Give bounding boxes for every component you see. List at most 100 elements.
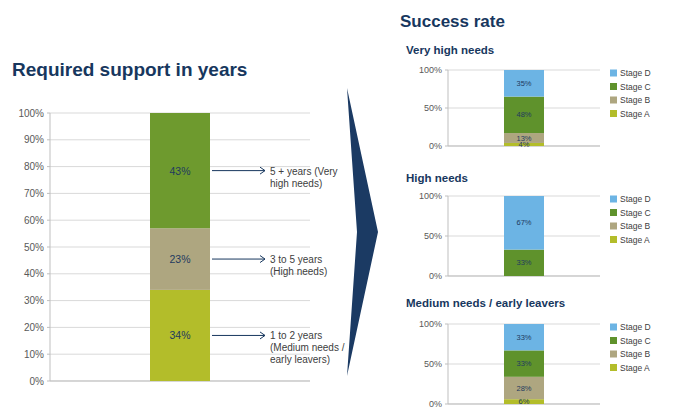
text-line: 3 to 5 years bbox=[270, 254, 322, 265]
chart-title: High needs bbox=[406, 172, 468, 184]
bars bbox=[504, 70, 544, 146]
data-label: 13% bbox=[516, 134, 531, 143]
tick-label: 30% bbox=[24, 295, 44, 306]
legend-swatch bbox=[610, 196, 617, 203]
bar-segment bbox=[504, 196, 544, 250]
data-label: 28% bbox=[516, 384, 531, 393]
y-axis-line bbox=[448, 196, 449, 276]
chart-canvas: Success rate Required support in years 0% 1… bbox=[0, 0, 690, 418]
legend-label: Stage A bbox=[620, 363, 650, 373]
data-label: 48% bbox=[516, 110, 531, 119]
chart-title: Medium needs / early leavers bbox=[406, 297, 565, 309]
data-label: 33% bbox=[516, 333, 531, 342]
data-label: 23% bbox=[169, 253, 190, 265]
data-label: 67% bbox=[516, 218, 531, 227]
tick-label: 0% bbox=[30, 376, 45, 387]
annotation-arrow bbox=[212, 335, 265, 336]
tick-label: 100% bbox=[419, 191, 442, 201]
legend-swatch bbox=[610, 110, 617, 117]
legend-label: Stage C bbox=[620, 82, 651, 92]
tick-label: 20% bbox=[24, 322, 44, 333]
legend-swatch bbox=[610, 209, 617, 216]
tick-label: 80% bbox=[24, 161, 44, 172]
bars bbox=[504, 196, 544, 276]
chart-title: Required support in years bbox=[12, 59, 247, 80]
bar-segment bbox=[504, 70, 544, 97]
tick-label: 50% bbox=[424, 231, 442, 241]
legend-swatch bbox=[610, 70, 617, 77]
chart-1: Very high needs0%50%100%4%13%48%35%Stage… bbox=[406, 44, 651, 151]
legend-label: Stage D bbox=[620, 322, 651, 332]
tick-label: 50% bbox=[424, 103, 442, 113]
text-line: high needs) bbox=[270, 178, 322, 189]
legend-swatch bbox=[610, 351, 617, 358]
legend-swatch bbox=[610, 97, 617, 104]
tick-label: 100% bbox=[419, 319, 442, 329]
text-line: early leavers) bbox=[270, 354, 330, 365]
legend-swatch bbox=[610, 83, 617, 90]
data-label: 6% bbox=[519, 397, 530, 406]
tick-label: 0% bbox=[429, 271, 442, 281]
group-title: Success rate bbox=[400, 12, 505, 31]
tick-label: 0% bbox=[429, 399, 442, 409]
legend-swatch bbox=[610, 324, 617, 331]
annotation-arrow bbox=[212, 170, 265, 171]
legend-label: Stage A bbox=[620, 109, 650, 119]
y-axis-line bbox=[448, 324, 449, 404]
legend-label: Stage A bbox=[620, 235, 650, 245]
chart-0: Required support in years 0% 10% 20% 30% 40% 5… bbox=[12, 59, 345, 387]
tick-label: 100% bbox=[419, 65, 442, 75]
legend-swatch bbox=[610, 364, 617, 371]
legend-label: Stage B bbox=[620, 349, 651, 359]
chart-title: Very high needs bbox=[406, 44, 494, 56]
legend-label: Stage C bbox=[620, 208, 651, 218]
legend-label: Stage D bbox=[620, 194, 651, 204]
y-axis-line bbox=[50, 113, 51, 381]
annotation-arrowhead bbox=[260, 332, 265, 339]
annotation-label: 5 + years (Veryhigh needs) bbox=[270, 166, 338, 189]
annotation-label: 3 to 5 years(High needs) bbox=[270, 254, 327, 277]
chart-3: Medium needs / early leavers 0% 50% 100% 6% 2… bbox=[406, 297, 651, 409]
tick-label: 70% bbox=[24, 188, 44, 199]
bar-segment bbox=[504, 250, 544, 276]
data-label: 34% bbox=[169, 329, 190, 341]
text-line: (High needs) bbox=[270, 266, 327, 277]
data-label: 33% bbox=[516, 258, 531, 267]
legend-label: Stage C bbox=[620, 336, 651, 346]
annotation-label: 1 to 2 years(Medium needs /early leavers… bbox=[270, 330, 345, 365]
text-line: 5 + years (Very bbox=[270, 166, 338, 177]
annotation-arrowhead bbox=[260, 256, 265, 263]
bar-segment bbox=[504, 350, 544, 376]
bar-segment bbox=[150, 290, 210, 381]
bars bbox=[150, 113, 210, 381]
tick-label: 50% bbox=[424, 359, 442, 369]
legend-swatch bbox=[610, 236, 617, 243]
tick-label: 90% bbox=[24, 134, 44, 145]
tick-label: 100% bbox=[18, 108, 44, 119]
text-line: (Medium needs / bbox=[270, 342, 345, 353]
bar-segment bbox=[504, 324, 544, 350]
annotation-arrow bbox=[212, 259, 265, 260]
legend-label: Stage B bbox=[620, 221, 651, 231]
tick-label: 60% bbox=[24, 215, 44, 226]
legend-label: Stage D bbox=[620, 68, 651, 78]
chevron-arrow bbox=[347, 88, 378, 376]
bars bbox=[504, 324, 544, 404]
legend-label: Stage B bbox=[620, 95, 651, 105]
tick-label: 0% bbox=[429, 141, 442, 151]
data-label: 33% bbox=[516, 359, 531, 368]
bar-segment bbox=[150, 228, 210, 290]
bar-segment bbox=[504, 97, 544, 133]
chart-2: High needs 0% 50% 100% 33% 67% Stage D Stage C S… bbox=[406, 172, 651, 281]
data-label: 43% bbox=[169, 165, 190, 177]
bar-segment bbox=[150, 113, 210, 228]
text-line: 1 to 2 years bbox=[270, 330, 322, 341]
bar-segment bbox=[504, 133, 544, 143]
data-label: 35% bbox=[516, 79, 531, 88]
y-axis-line bbox=[448, 70, 449, 146]
legend-swatch bbox=[610, 337, 617, 344]
tick-label: 40% bbox=[24, 268, 44, 279]
tick-label: 10% bbox=[24, 349, 44, 360]
tick-label: 50% bbox=[24, 242, 44, 253]
bar-segment bbox=[504, 377, 544, 399]
